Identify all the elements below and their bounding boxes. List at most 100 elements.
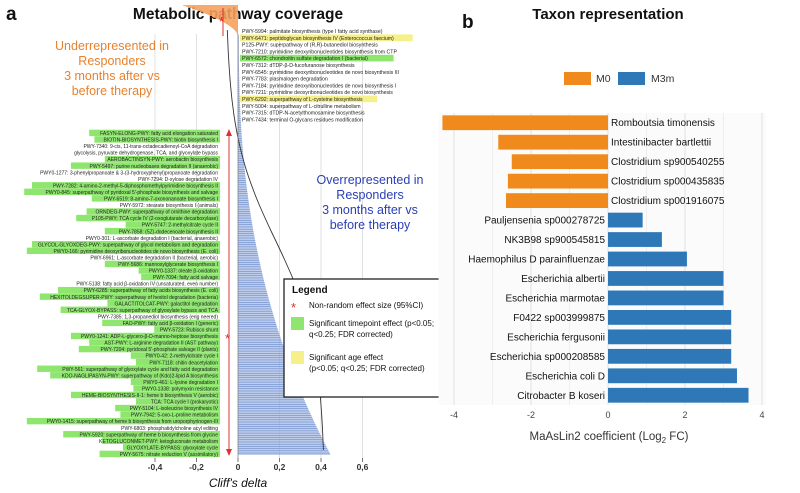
a-bar-positive <box>238 59 239 62</box>
a-bar-positive <box>238 298 269 300</box>
left-label-highlight <box>115 404 220 412</box>
b-bar-label: Escherichia coli D <box>526 371 605 382</box>
left-label-highlight <box>26 417 220 425</box>
a-bar-positive <box>238 72 240 74</box>
a-bar-positive <box>238 325 277 328</box>
b-bar <box>608 348 732 364</box>
a-bar-negative <box>235 31 238 32</box>
a-bar-positive <box>238 214 251 216</box>
left-pathway-label: PWY-5686: mannosylglycerate biosynthesis… <box>118 262 218 268</box>
left-pathway-label: PWY-5104: L-isoleucine biosynthesis IV <box>130 406 219 412</box>
a-bar-positive <box>238 354 287 357</box>
top-pathway-label: PWY-5994: palmitate biosynthesis (type I… <box>242 29 383 35</box>
panel-b-xlabel-sub: 2 <box>662 436 667 445</box>
panel-a-legend: Legend * Non-random effect size (95%CI) … <box>283 278 457 398</box>
a-bar-positive <box>238 39 239 42</box>
a-bar-positive <box>238 362 290 364</box>
left-label-highlight <box>50 372 221 379</box>
b-bar <box>498 134 608 150</box>
left-pathway-label: PWY-5497: purine nucleobases degradation… <box>89 164 218 170</box>
a-bar-positive <box>238 117 241 120</box>
left-pathway-label: PWY-6961: L-ascorbate degradation II (ba… <box>90 255 218 261</box>
left-pathway-label: PWY-7385: 1,3-propanediol biosynthesis (… <box>98 314 219 320</box>
significance-markers: * * <box>219 8 232 456</box>
a-bar-negative <box>218 19 238 20</box>
a-bar-negative <box>197 10 238 11</box>
a-bar-positive <box>238 256 259 258</box>
a-bar-positive <box>238 316 275 318</box>
a-bar-positive <box>238 345 284 348</box>
a-bar-positive <box>238 391 301 393</box>
a-bar-positive <box>238 409 309 411</box>
a-bar-negative <box>189 7 238 8</box>
a-bar-negative <box>230 26 238 27</box>
b-bar <box>608 232 662 247</box>
b-bar <box>608 271 724 286</box>
a-bar-positive <box>238 57 239 60</box>
a-bar-positive <box>238 292 268 295</box>
a-bar-positive <box>238 168 245 171</box>
panel-a-letter: a <box>6 4 17 25</box>
a-bar-positive <box>238 436 322 439</box>
left-label-highlight <box>141 273 220 281</box>
left-label-highlight <box>71 332 220 340</box>
left-label-highlight <box>102 319 220 327</box>
top-label-highlight <box>240 54 394 62</box>
a-bar-negative <box>228 25 238 26</box>
a-bar-positive <box>238 125 242 127</box>
a-bar-positive <box>238 276 264 278</box>
panel-a-over-text: Overrepresented in Responders 3 months a… <box>316 173 423 232</box>
a-bar-positive <box>238 394 303 397</box>
a-bar-positive <box>238 210 251 213</box>
left-label-highlight <box>63 431 221 438</box>
left-label-highlight <box>107 300 220 307</box>
top-pathway-label: PWY-6545: pyrimidine deoxyribonucleotide… <box>242 70 399 76</box>
under-line-4: before therapy <box>72 84 153 98</box>
a-bar-positive <box>238 278 264 280</box>
left-label-highlight <box>58 286 220 294</box>
a-bar-positive <box>238 79 240 82</box>
a-bar-positive <box>238 376 295 379</box>
a-bar-positive <box>238 194 248 196</box>
left-pathway-label: BIOTIN-BIOSYNTHESIS-PWY: biotin biosynth… <box>104 138 218 144</box>
b-tick-label: -4 <box>450 410 458 420</box>
left-label-highlight <box>32 241 220 248</box>
a-bar-positive <box>238 418 313 420</box>
a-bar-positive <box>238 440 324 442</box>
a-bar-negative <box>227 24 238 25</box>
a-tick-label: 0,2 <box>274 462 286 472</box>
a-bar-positive <box>238 332 280 335</box>
a-bar-positive <box>238 374 295 377</box>
left-label-highlight <box>32 182 220 189</box>
a-bar-positive <box>238 238 255 240</box>
a-tick-label: -0,2 <box>189 462 204 472</box>
a-bar-positive <box>238 218 252 220</box>
a-bar-positive <box>238 167 245 169</box>
b-bar <box>608 329 732 345</box>
a-bar-positive <box>238 311 273 313</box>
a-bar-positive <box>238 225 253 227</box>
a-bar-positive <box>238 258 259 260</box>
panel-a-top-labels: PWY-5994: palmitate biosynthesis (type I… <box>240 29 413 123</box>
b-bar <box>608 251 687 267</box>
a-bar-positive <box>238 127 242 129</box>
top-label-highlight <box>240 95 378 103</box>
under-line-3: 3 months after vs <box>64 69 160 83</box>
a-bar-positive <box>238 198 249 200</box>
a-bar-positive <box>238 289 267 291</box>
left-pathway-label: FASYN-ELONG-PWY: fatty acid elongation s… <box>100 131 218 137</box>
a-bar-positive <box>238 203 250 205</box>
a-bar-positive <box>238 380 297 382</box>
over-line-4: before therapy <box>330 218 411 232</box>
a-bar-positive <box>238 329 279 331</box>
a-bar-positive <box>238 281 265 284</box>
left-pathway-label: PWY0-1338: polymyxin resistance <box>142 386 218 392</box>
a-bar-positive <box>238 65 239 67</box>
a-bar-positive <box>238 212 251 215</box>
a-bar-positive <box>238 165 245 167</box>
left-pathway-label: PWY-6285: superpathway of fatty acids bi… <box>84 288 219 294</box>
a-bar-positive <box>238 444 326 446</box>
a-bar-positive <box>238 112 241 114</box>
left-pathway-label: PWY0-1277: 3-phenylpropanoate & 3-(3-hyd… <box>40 170 218 176</box>
a-bar-positive <box>238 356 288 358</box>
